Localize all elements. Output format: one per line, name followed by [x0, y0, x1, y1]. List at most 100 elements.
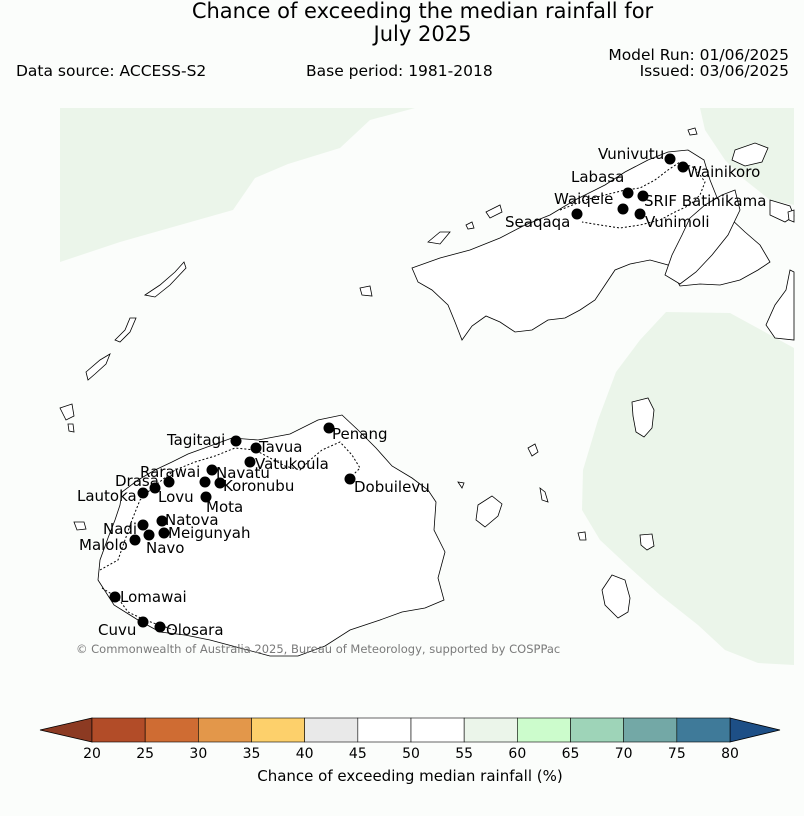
station-marker-navatu [199, 476, 211, 488]
station-marker-mota [200, 491, 212, 503]
koro-island [631, 397, 655, 438]
island-north-b [485, 204, 503, 219]
colorbar-tick-55: 55 [455, 746, 473, 762]
station-label-lovu: Lovu [158, 488, 194, 506]
station-label-vunimoli: Vunimoli [645, 213, 710, 231]
title-line-1: Chance of exceeding the median rainfall … [191, 0, 654, 23]
yasawa-island-b [67, 423, 75, 433]
station-label-vatukoula: Vatukoula [255, 455, 329, 473]
station-label-natova: Natova [165, 511, 219, 529]
station-marker-malolo [129, 534, 141, 546]
station-label-tavua: Tavua [258, 438, 302, 456]
station-marker-lautoka [137, 487, 149, 499]
station-marker-natova [156, 515, 168, 527]
colorbar-tick-50: 50 [402, 746, 420, 762]
district-boundaries [99, 161, 706, 631]
station-markers: Vunivutu Wainikoro Labasa Waiqele SRIF Batin… [77, 145, 766, 639]
colorbar-tick-60: 60 [508, 746, 526, 762]
station-marker-tagitagi [230, 435, 242, 447]
gau-island [475, 495, 503, 528]
station-marker-navo [143, 529, 155, 541]
yasawa-island-c [73, 521, 87, 531]
station-marker-seaqaqa [571, 208, 583, 220]
copyright-notice: © Commonwealth of Australia 2025, Bureau… [76, 642, 560, 656]
colorbar-segment-75 [676, 717, 731, 743]
station-marker-tavua [250, 442, 262, 454]
station-marker-lomawai [109, 591, 121, 603]
station-marker-srif-batinikama [637, 190, 649, 202]
data-source: Data source: ACCESS-S2 [16, 62, 207, 80]
nairai-island [539, 487, 549, 503]
station-marker-dobuilevu [344, 473, 356, 485]
colorbar-segment-25 [144, 717, 199, 743]
station-label-navatu: Navatu [216, 464, 270, 482]
island-northwest-small [359, 285, 373, 297]
colorbar-tick-70: 70 [615, 746, 633, 762]
station-marker-lovu [149, 482, 161, 494]
shade-region-east [582, 312, 794, 665]
colorbar-tick-75: 75 [668, 746, 686, 762]
station-label-malolo: Malolo [79, 536, 128, 554]
station-marker-meigunyah [158, 527, 170, 539]
station-label-vunivutu: Vunivutu [598, 145, 664, 163]
colorbar-tick-40: 40 [296, 746, 314, 762]
station-label-olosara: Olosara [166, 621, 224, 639]
island-east-small [787, 209, 795, 223]
station-marker-vunimoli [634, 208, 646, 220]
colorbar-segment-65 [570, 717, 624, 743]
yasawa-island-f [143, 261, 187, 298]
lau-island-b [639, 533, 655, 551]
moala-island [601, 574, 631, 619]
station-marker-labasa [622, 187, 634, 199]
colorbar-segment-40 [304, 717, 359, 743]
colorbar-segment-35 [251, 717, 305, 743]
station-label-dobuilevu: Dobuilevu [354, 478, 430, 496]
station-label-wainikoro: Wainikoro [687, 163, 760, 181]
station-label-drasa: Drasa [115, 472, 159, 490]
station-marker-waiqele [617, 203, 629, 215]
boundary-vanua [559, 161, 706, 229]
lau-island-a [577, 531, 587, 541]
viti-levu-island [97, 414, 446, 657]
station-marker-vatukoula [244, 456, 256, 468]
station-marker-cuvu [137, 616, 149, 628]
island-north-c [465, 221, 475, 230]
station-label-penang: Penang [332, 425, 387, 443]
map-title: Chance of exceeding the median rainfall … [0, 0, 804, 46]
station-label-seaqaqa: Seaqaqa [505, 213, 570, 231]
station-marker-vunivutu [664, 153, 676, 165]
station-label-navo: Navo [146, 539, 184, 557]
model-run: Model Run: 01/06/2025 [608, 46, 789, 64]
coastlines [59, 127, 795, 657]
yasawa-island-a [59, 403, 75, 421]
station-label-koronubu: Koronubu [223, 477, 294, 495]
station-label-tagitagi: Tagitagi [166, 431, 225, 449]
colorbar-tick-65: 65 [562, 746, 580, 762]
station-label-lautoka: Lautoka [77, 487, 137, 505]
colorbar-segment-70 [623, 717, 678, 743]
island-lomaiviti [457, 481, 465, 489]
colorbar-segment-55 [463, 717, 518, 743]
boundary-southwest [101, 587, 176, 631]
yasawa-island-e [114, 317, 137, 343]
colorbar-segment-50 [410, 717, 465, 743]
yasawa-island-d [85, 353, 111, 381]
island-north-a [427, 231, 451, 245]
colorbar-tick-25: 25 [136, 746, 154, 762]
title-line-2: July 2025 [373, 22, 472, 46]
station-marker-koronubu [214, 477, 226, 489]
station-marker-drasa [163, 476, 175, 488]
ovalau-island [527, 443, 539, 457]
station-label-mota: Mota [206, 498, 243, 516]
issued-date: Issued: 03/06/2025 [639, 62, 789, 80]
shade-region-northwest [60, 108, 415, 262]
vanua-levu-island [411, 149, 771, 341]
rabi-island [731, 142, 769, 167]
station-label-rarawai: Rarawai [140, 463, 200, 481]
colorbar-segment-30 [198, 717, 252, 743]
station-label-cuvu: Cuvu [98, 621, 136, 639]
station-marker-penang [323, 422, 335, 434]
island-vanua-north [687, 127, 698, 136]
colorbar-over-arrow [729, 717, 781, 743]
